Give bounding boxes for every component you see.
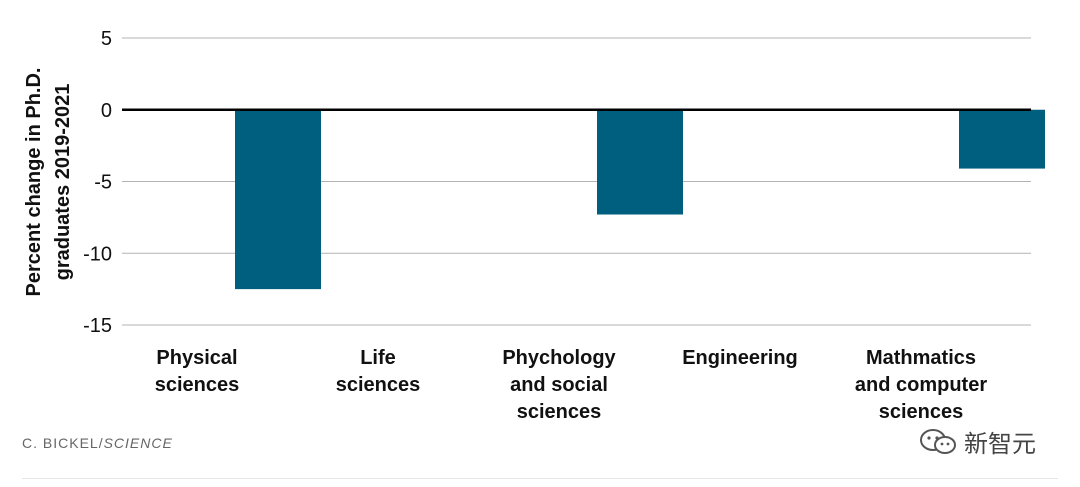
y-axis-label-group: Percent change in Ph.D. graduates 2019-20… [23,68,74,297]
category-label-line: sciences [517,401,602,423]
bar-0 [235,109,321,290]
category-label-line: Engineering [682,347,798,369]
category-label-line: Life [360,347,396,369]
y-axis-label: Percent change in Ph.D. graduates 2019-20… [23,68,74,297]
y-axis-label-line: graduates 2019-2021 [52,84,74,281]
wechat-icon [920,428,956,454]
y-axis-label-line: Percent change in Ph.D. [23,68,45,297]
y-tick-label: -5 [94,172,112,194]
y-tick-labels: 5 0 -5 -10 -15 [83,28,112,337]
category-label-line: Physical [156,347,237,369]
y-tick-label: 5 [101,28,112,50]
category-labels: Physical sciences Life sciences Phychology an… [155,347,988,423]
credit-source: SCIENCE [103,435,173,451]
category-label-line: Phychology [502,347,616,369]
bar-4 [959,109,1045,169]
category-label-line: and social [510,374,608,396]
credit-line: C. BICKEL/SCIENCE [22,435,173,451]
category-label-line: sciences [879,401,964,423]
watermark: 新智元 [918,424,1036,459]
category-label-line: and computer [855,374,987,396]
category-label-line: Mathmatics [866,347,976,369]
bottom-divider [22,478,1058,479]
credit-author: C. BICKEL/ [22,435,104,451]
y-tick-label: -10 [83,243,112,265]
y-tick-label: 0 [101,100,112,122]
bars [235,109,1045,290]
category-label-line: sciences [336,374,421,396]
watermark-text: 新智元 [964,430,1036,458]
category-label-line: sciences [155,374,240,396]
bar-2 [597,109,683,215]
y-tick-label: -15 [83,315,112,337]
